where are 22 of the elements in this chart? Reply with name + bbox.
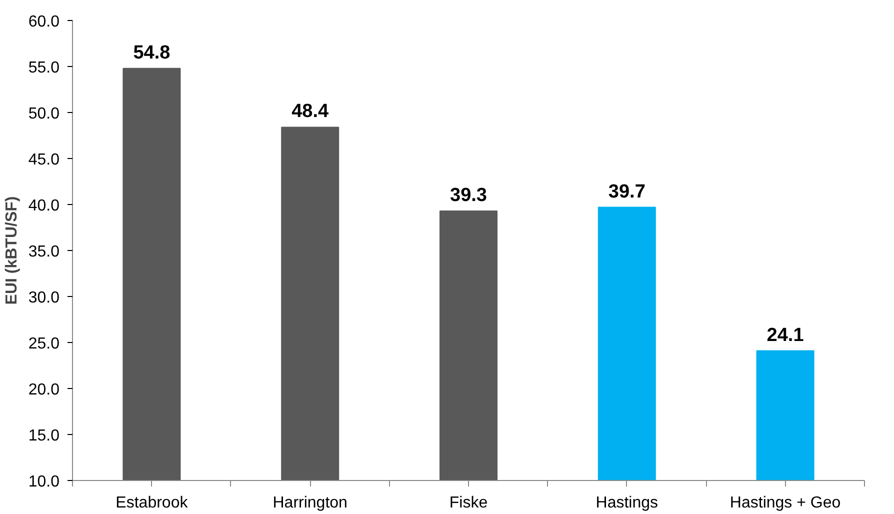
- y-tick-label: 55.0: [28, 60, 60, 76]
- x-tick-label: Estabrook: [116, 494, 189, 512]
- y-tick-label: 25.0: [28, 336, 60, 352]
- data-label: 54.8: [133, 42, 170, 64]
- x-tick-label: Hastings: [596, 494, 658, 512]
- y-tick-label: 45.0: [28, 152, 60, 168]
- y-tick-label: 50.0: [28, 106, 60, 122]
- data-label: 39.3: [450, 184, 487, 206]
- x-tick-label: Harrington: [272, 494, 348, 512]
- x-tick-label: Hastings + Geo: [730, 494, 841, 512]
- y-tick-label: 20.0: [28, 382, 60, 398]
- y-tick-label: 60.0: [28, 14, 60, 30]
- y-tick-label: 15.0: [28, 428, 60, 444]
- y-tick-label: 10.0: [28, 474, 60, 490]
- data-label: 48.4: [292, 101, 330, 122]
- y-tick-label: 30.0: [28, 290, 60, 306]
- y-tick-label: 40.0: [28, 198, 60, 214]
- data-label: 39.7: [608, 181, 646, 202]
- y-axis-title: EUI (kBTU/SF): [3, 196, 20, 305]
- y-tick-label: 35.0: [28, 244, 60, 260]
- x-tick-label: Fiske: [449, 494, 488, 512]
- data-label: 24.1: [766, 324, 804, 346]
